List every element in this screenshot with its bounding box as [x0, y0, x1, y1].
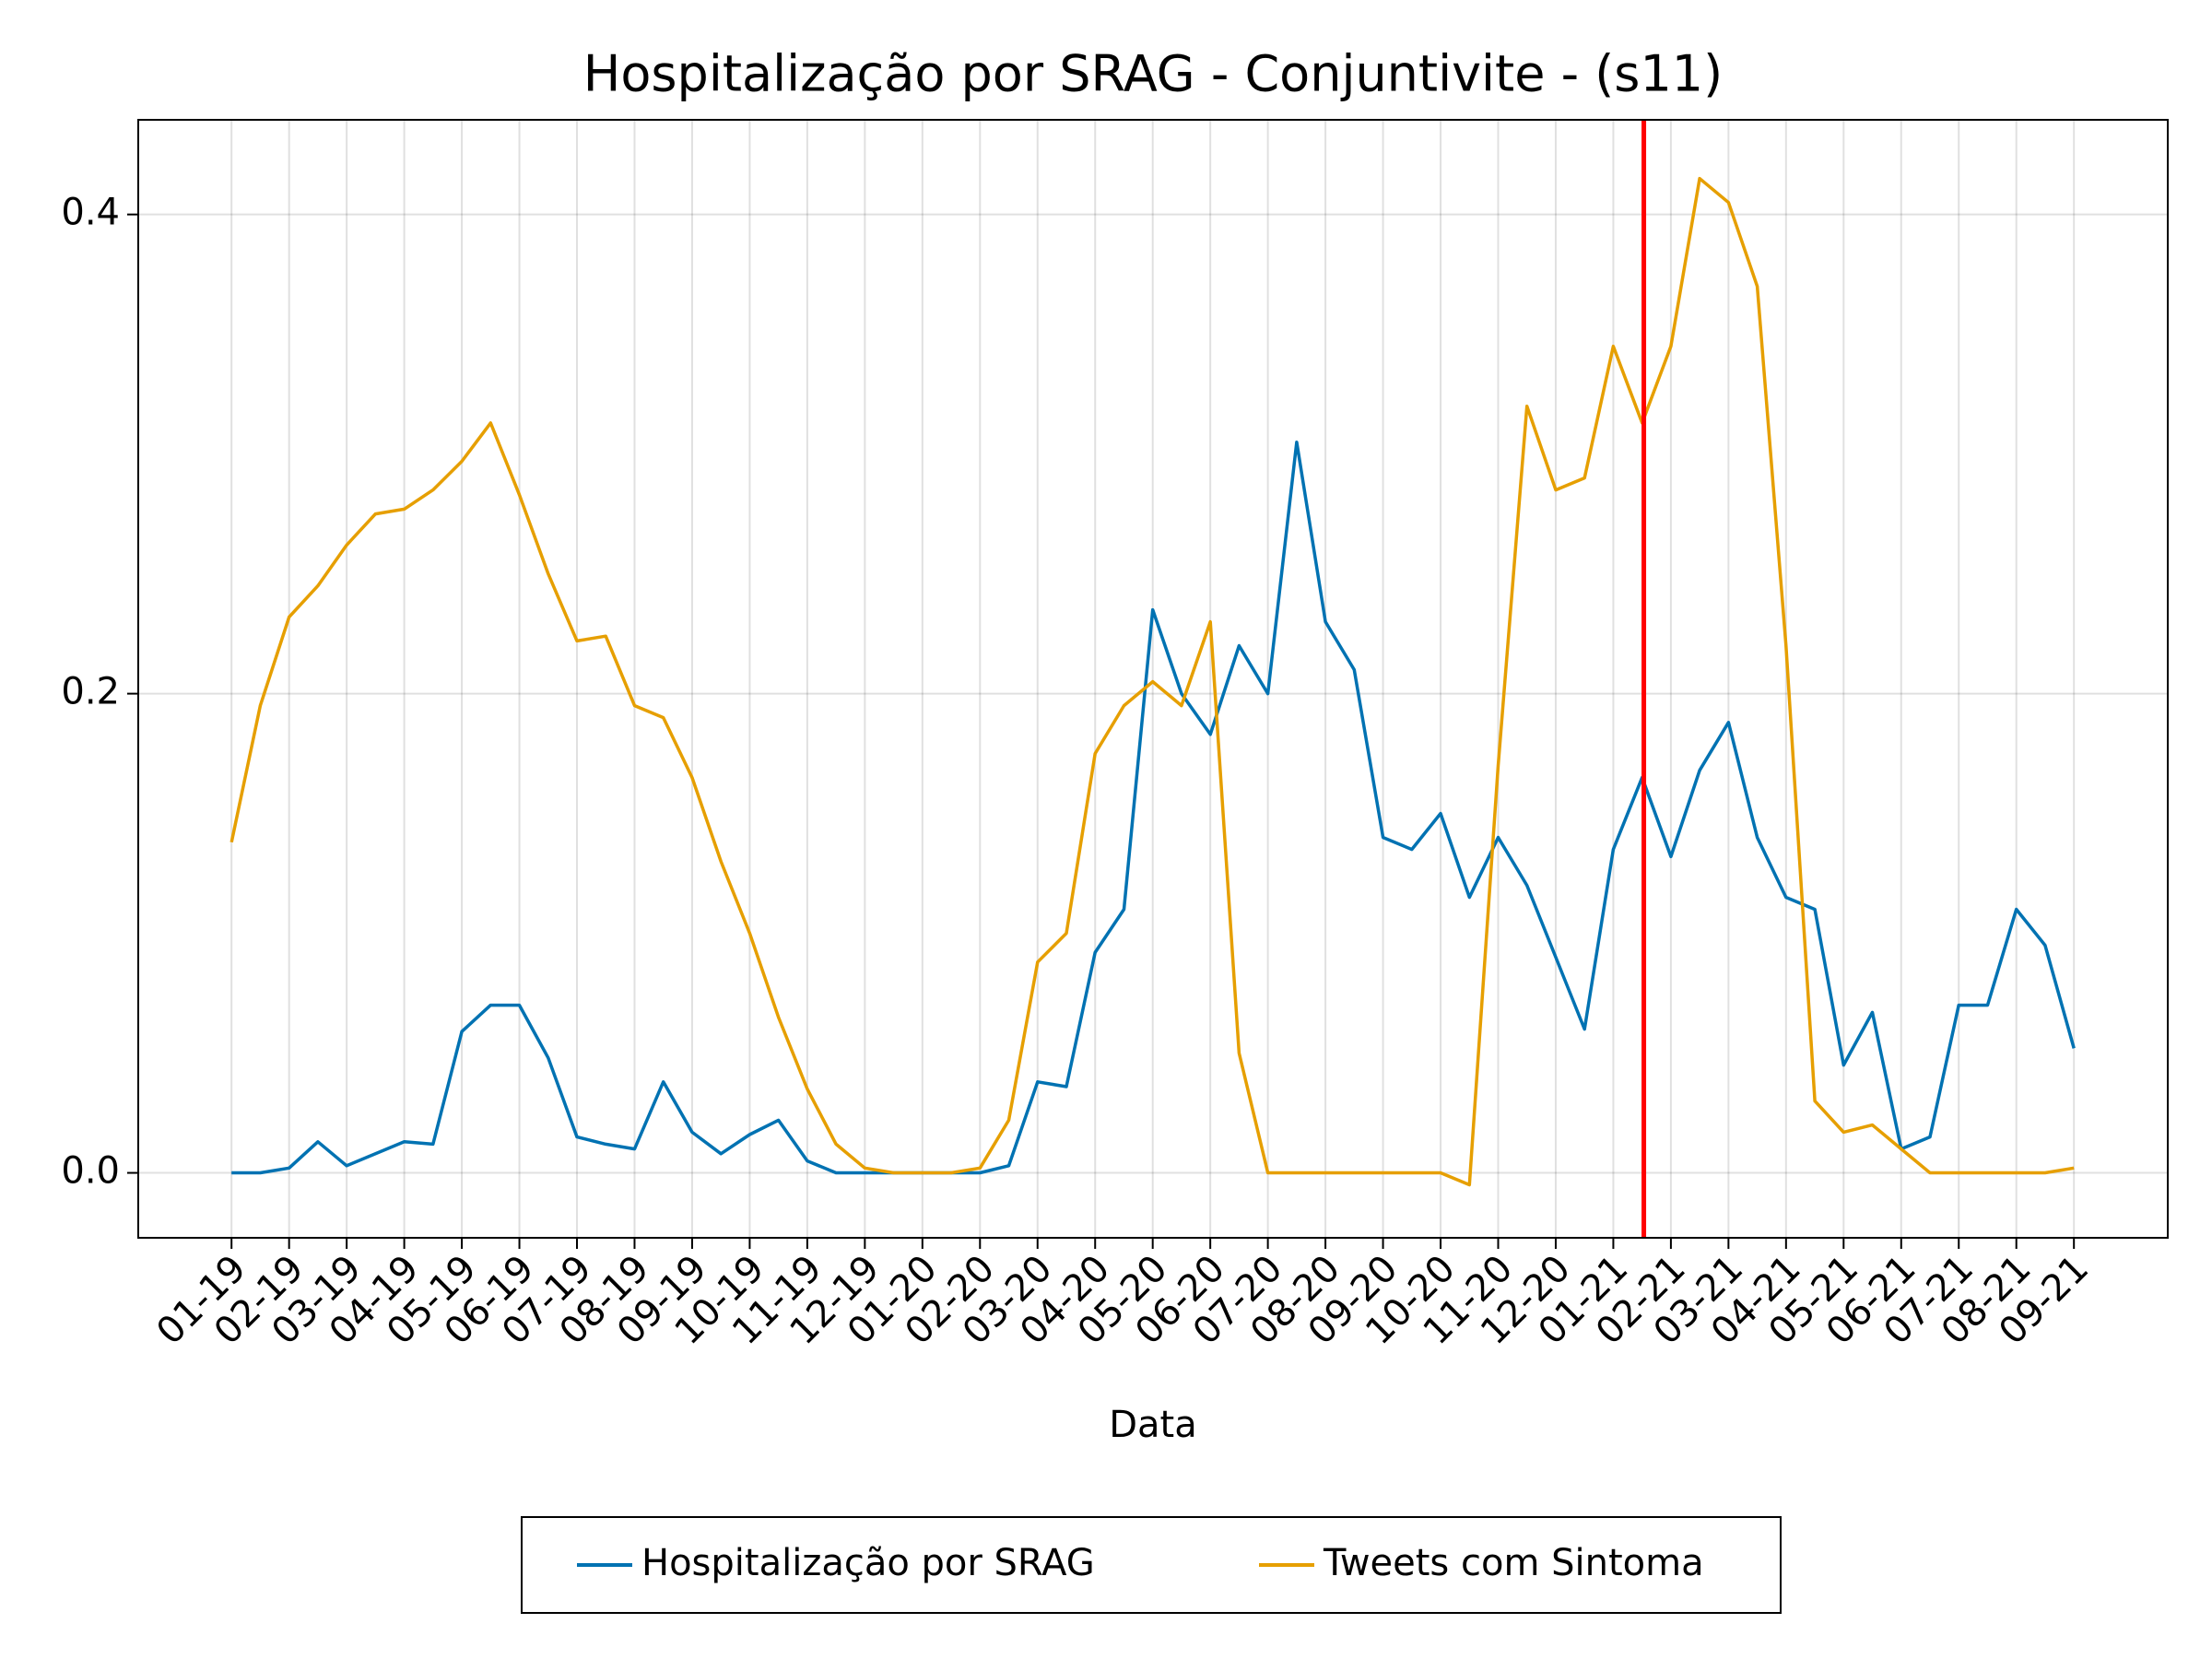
data-line [231, 440, 2076, 1175]
chart-title: Hospitalização por SRAG - Conjuntivite -… [583, 45, 1723, 103]
y-tick-label: 0.0 [61, 1150, 120, 1193]
y-tick-label: 0.4 [61, 192, 120, 234]
legend-label: Tweets com Sintoma [1323, 1542, 1704, 1584]
plot-frame [137, 119, 2169, 1239]
data-line [229, 176, 2075, 1187]
legend-box [521, 1516, 1782, 1614]
legend-label: Hospitalização por SRAG [641, 1542, 1095, 1584]
x-axis-label: Data [1109, 1404, 1197, 1446]
y-tick-label: 0.2 [61, 671, 120, 713]
